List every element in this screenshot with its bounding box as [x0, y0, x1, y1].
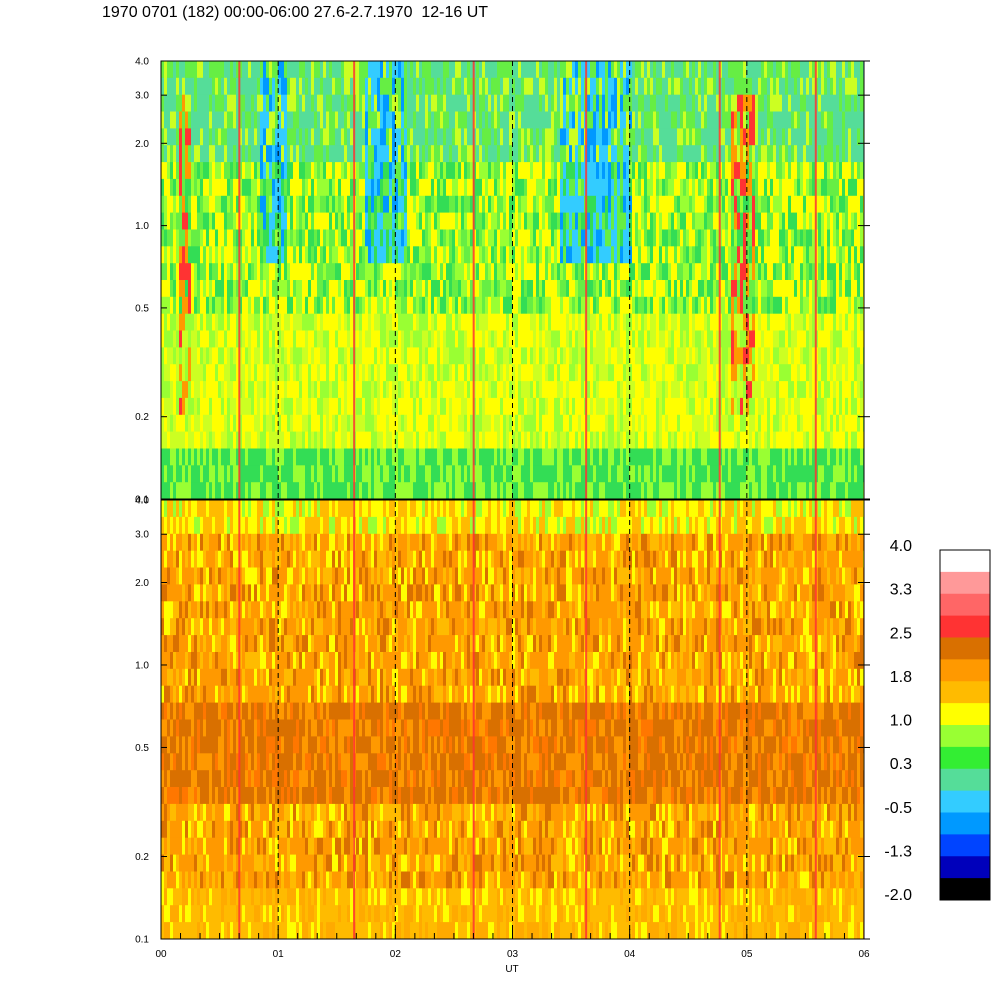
colorbar-swatch — [940, 637, 990, 660]
colorbar-swatch — [940, 812, 990, 835]
colorbar-swatch — [940, 703, 990, 726]
colorbar-label: 0.3 — [890, 756, 912, 773]
lower-spectrogram-panel — [161, 500, 864, 939]
colorbar-label: -2.0 — [884, 887, 912, 904]
colorbar-swatch — [940, 681, 990, 704]
y-tick-label: 2.0 — [135, 139, 149, 150]
colorbar-label: 1.0 — [890, 713, 912, 730]
colorbar-frame — [939, 549, 991, 901]
colorbar-swatch — [940, 571, 990, 595]
x-tick-label: 03 — [507, 949, 519, 960]
colorbar-swatch — [940, 746, 990, 770]
colorbar-swatch — [940, 659, 990, 682]
colorbar-label: -1.3 — [884, 843, 912, 860]
colorbar: 4.0 3.3 2.5 1.8 1.0 0.3 -0.5 -1.3 -2.0 — [884, 538, 991, 904]
y-tick-label: 3.0 — [135, 91, 149, 102]
colorbar-swatch — [940, 834, 990, 857]
colorbar-swatch — [940, 856, 990, 879]
x-tick-label: 05 — [741, 949, 753, 960]
y-tick-label: 1.0 — [135, 660, 149, 671]
axis-ticks — [160, 60, 870, 940]
colorbar-label: 4.0 — [890, 538, 912, 555]
y-tick-label: 4.0 — [135, 496, 149, 507]
y-tick-label: 0.2 — [135, 852, 149, 863]
y-tick-label: 0.1 — [135, 495, 149, 506]
x-tick-label: 06 — [858, 949, 870, 960]
colorbar-swatch — [940, 550, 990, 573]
y-tick-label: 2.0 — [135, 578, 149, 589]
y-tick-label: 4.0 — [135, 57, 149, 68]
colorbar-swatch — [940, 615, 990, 638]
colorbar-label: 2.5 — [890, 625, 912, 642]
colorbar-label: -0.5 — [884, 800, 912, 817]
chart-title: 1970 0701 (182) 00:00-06:00 27.6-2.7.197… — [102, 4, 489, 21]
colorbar-swatch — [940, 878, 990, 901]
panel-frame — [160, 60, 865, 500]
y-tick-label: 3.0 — [135, 530, 149, 541]
x-axis-label: UT — [505, 964, 518, 975]
colorbar-label: 1.8 — [890, 669, 912, 686]
colorbar-swatch — [940, 725, 990, 748]
y-tick-label: 0.2 — [135, 412, 149, 423]
y-tick-label: 1.0 — [135, 221, 149, 232]
colorbar-swatch — [940, 790, 990, 813]
y-tick-label: 0.5 — [135, 743, 149, 754]
colorbar-swatch — [940, 768, 990, 792]
y-tick-label: 0.1 — [135, 935, 149, 946]
x-tick-label: 00 — [155, 949, 167, 960]
x-tick-label: 02 — [390, 949, 402, 960]
colorbar-swatch — [940, 593, 990, 617]
hour-markers — [277, 61, 748, 939]
axis-labels: 0.10.20.51.02.03.04.00.10.20.51.02.03.04… — [135, 57, 870, 961]
x-tick-label: 04 — [624, 949, 636, 960]
x-tick-label: 01 — [273, 949, 285, 960]
y-tick-label: 0.5 — [135, 303, 149, 314]
upper-spectrogram-panel — [161, 61, 864, 499]
colorbar-label: 3.3 — [890, 582, 912, 599]
